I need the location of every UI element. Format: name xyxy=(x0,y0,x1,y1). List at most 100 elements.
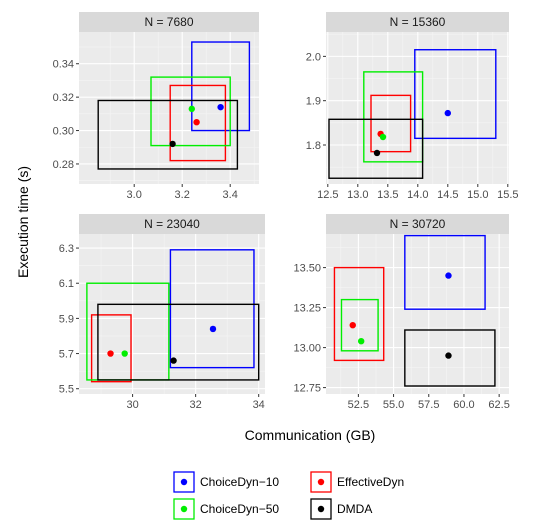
range-box-effectivedyn xyxy=(90,314,132,383)
marks xyxy=(86,249,260,383)
range-box-dmda xyxy=(328,118,424,179)
x-tick-label: 55.0 xyxy=(383,399,404,411)
y-tick-label: 0.32 xyxy=(53,92,74,104)
legend-label: EffectiveDyn xyxy=(337,475,404,489)
y-tick-label: 6.1 xyxy=(59,278,74,290)
range-box-effectivedyn xyxy=(333,266,385,362)
x-tick-label: 62.5 xyxy=(488,399,509,411)
legend-label: DMDA xyxy=(337,502,372,516)
x-tick-label: 14.0 xyxy=(407,189,428,201)
legend-item-dmda: DMDA xyxy=(310,498,372,520)
legend-item-effectivedyn: EffectiveDyn xyxy=(310,471,404,493)
point-dmda xyxy=(373,149,381,157)
range-box-choicedyn-10 xyxy=(169,249,255,369)
panel-title: N = 15360 xyxy=(390,15,446,29)
y-tick-label: 13.00 xyxy=(293,343,321,355)
panel-title: N = 7680 xyxy=(144,15,193,29)
gridlines xyxy=(326,32,509,184)
y-tick-label: 5.7 xyxy=(59,349,74,361)
legend-item-choicedyn-10: ChoiceDyn−10 xyxy=(173,471,279,493)
x-tick-label: 15.0 xyxy=(467,189,488,201)
range-box-dmda xyxy=(97,303,260,381)
x-tick-label: 3.0 xyxy=(127,189,142,201)
legend-key-dot xyxy=(317,505,325,513)
point-dmda xyxy=(169,140,176,148)
range-box-choicedyn-50 xyxy=(340,298,379,352)
point-choicedyn-10 xyxy=(209,325,217,333)
marks xyxy=(97,41,251,170)
y-tick-label: 0.34 xyxy=(53,59,74,71)
x-axis-title: Communication (GB) xyxy=(245,427,376,443)
legend-key-dot xyxy=(317,478,325,486)
panel-strip xyxy=(326,214,509,234)
panel-title: N = 23040 xyxy=(144,217,200,231)
point-effectivedyn xyxy=(107,350,114,357)
point-choicedyn-10 xyxy=(217,103,224,111)
point-choicedyn-50 xyxy=(379,133,387,141)
range-box-choicedyn-50 xyxy=(150,76,231,147)
y-tick-label: 13.50 xyxy=(293,263,321,275)
y-tick-label: 2.0 xyxy=(306,51,321,63)
x-tick-label: 13.0 xyxy=(347,189,368,201)
x-tick-label: 32 xyxy=(190,399,202,411)
panel-3: N = 23040 30 32 34 5.5 5.7 5.9 6.1 6.3 xyxy=(59,214,265,411)
y-tick-label: 5.9 xyxy=(59,313,74,325)
point-effectivedyn xyxy=(349,322,356,329)
panel-strip xyxy=(326,12,509,32)
legend-label: ChoiceDyn−50 xyxy=(200,502,279,516)
x-tick-label: 60.0 xyxy=(453,399,474,411)
panel-strip xyxy=(79,12,259,32)
marks xyxy=(333,234,496,387)
y-tick-label: 0.28 xyxy=(53,159,74,171)
legend-key-dot xyxy=(180,505,188,513)
x-tick-label: 15.5 xyxy=(497,189,518,201)
point-choicedyn-50 xyxy=(188,105,195,113)
point-effectivedyn xyxy=(193,118,200,126)
range-box-effectivedyn xyxy=(169,84,227,162)
y-tick-label: 6.3 xyxy=(59,243,74,255)
y-axis-title: Execution time (s) xyxy=(15,166,31,278)
y-tick-label: 1.8 xyxy=(306,140,321,152)
legend-label: ChoiceDyn−10 xyxy=(200,475,279,489)
y-tick-label: 13.25 xyxy=(293,303,321,315)
panels-layer: N = 7680 3.0 3.2 3.4 0.28 0.30 0.32 0.34 N = 153… xyxy=(53,12,519,411)
legend: ChoiceDyn−10 EffectiveDyn ChoiceDyn−50 DMDA xyxy=(173,471,404,520)
panel-background xyxy=(79,234,265,394)
point-dmda xyxy=(170,357,177,364)
panel-strip xyxy=(79,214,265,234)
y-tick-label: 1.9 xyxy=(306,96,321,108)
x-tick-label: 3.2 xyxy=(175,189,190,201)
range-box-choicedyn-10 xyxy=(414,49,497,140)
range-box-choicedyn-10 xyxy=(404,234,486,310)
panel-title: N = 30720 xyxy=(390,217,446,231)
x-tick-label: 34 xyxy=(253,399,265,411)
y-tick-label: 5.5 xyxy=(59,384,74,396)
gridlines xyxy=(79,32,259,184)
point-choicedyn-10 xyxy=(445,272,452,279)
range-box-dmda xyxy=(97,99,239,170)
marks xyxy=(328,49,497,179)
panel-background xyxy=(79,32,259,184)
point-choicedyn-10 xyxy=(444,109,451,117)
range-box-dmda xyxy=(404,329,496,387)
panel-2: N = 15360 12.5 13.0 13.5 14.0 14.5 15.0 15.5 1.8… xyxy=(306,12,519,201)
x-tick-label: 30 xyxy=(126,399,138,411)
x-tick-label: 3.4 xyxy=(223,189,238,201)
x-tick-label: 13.5 xyxy=(377,189,398,201)
point-dmda xyxy=(445,352,452,359)
range-box-choicedyn-50 xyxy=(363,71,424,163)
legend-item-choicedyn-50: ChoiceDyn−50 xyxy=(173,498,279,520)
y-tick-label: 0.30 xyxy=(53,126,74,138)
x-tick-label: 57.5 xyxy=(418,399,439,411)
point-choicedyn-50 xyxy=(121,350,128,357)
y-tick-label: 12.75 xyxy=(293,383,321,395)
panel-4: N = 30720 52.5 55.0 57.5 60.0 62.5 12.75 13.00 1… xyxy=(293,214,510,411)
legend-key-dot xyxy=(180,478,188,486)
range-box-choicedyn-10 xyxy=(191,41,251,132)
panel-1: N = 7680 3.0 3.2 3.4 0.28 0.30 0.32 0.34 xyxy=(53,12,259,201)
range-box-effectivedyn xyxy=(370,94,412,153)
x-tick-label: 14.5 xyxy=(437,189,458,201)
x-tick-label: 52.5 xyxy=(348,399,369,411)
point-choicedyn-50 xyxy=(357,338,365,345)
